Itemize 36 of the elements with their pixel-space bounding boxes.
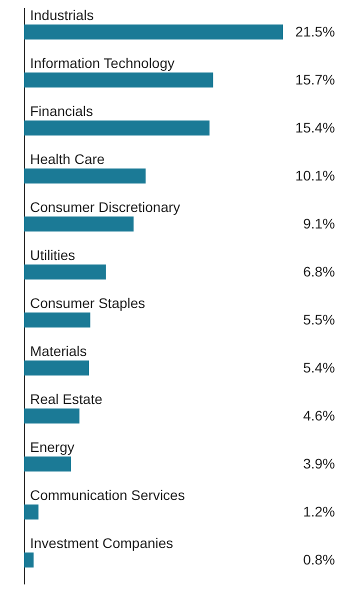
bar xyxy=(24,360,90,376)
data-label: 3.9% xyxy=(303,456,335,472)
data-label: 1.2% xyxy=(303,504,335,520)
y-tick-label: Communication Services xyxy=(30,487,185,503)
bar xyxy=(24,456,71,472)
data-label: 5.4% xyxy=(303,360,335,376)
bar xyxy=(24,552,34,568)
data-label: 15.7% xyxy=(295,72,335,88)
y-tick-label: Consumer Discretionary xyxy=(30,199,180,215)
y-tick-label: Real Estate xyxy=(30,391,103,407)
bar xyxy=(24,408,80,424)
bar xyxy=(24,72,214,88)
bar xyxy=(24,504,38,520)
data-label: 5.5% xyxy=(303,312,335,328)
y-tick-label: Energy xyxy=(30,439,74,455)
y-tick-label: Health Care xyxy=(30,151,105,167)
bar xyxy=(24,24,283,40)
bar xyxy=(24,216,134,232)
data-label: 10.1% xyxy=(295,168,335,184)
bar xyxy=(24,120,210,136)
y-tick-label: Utilities xyxy=(30,247,76,263)
y-tick-label: Investment Companies xyxy=(30,535,174,551)
bar xyxy=(24,168,146,184)
data-label: 4.6% xyxy=(303,408,335,424)
data-label: 0.8% xyxy=(303,552,335,568)
data-label: 15.4% xyxy=(295,120,335,136)
y-tick-label: Information Technology xyxy=(30,55,174,71)
y-tick-label: Materials xyxy=(30,343,87,359)
data-label: 9.1% xyxy=(303,216,335,232)
y-tick-label: Consumer Staples xyxy=(30,295,146,311)
data-label: 6.8% xyxy=(303,264,335,280)
data-label: 21.5% xyxy=(295,24,335,40)
bar xyxy=(24,264,106,280)
y-tick-label: Industrials xyxy=(30,7,94,23)
bar xyxy=(24,312,90,328)
y-tick-label: Financials xyxy=(30,103,94,119)
